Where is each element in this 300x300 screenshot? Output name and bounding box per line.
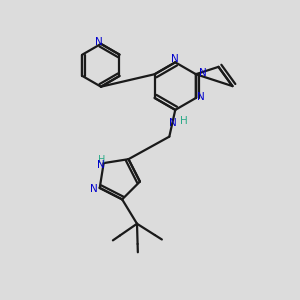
Text: N: N [98,160,105,170]
Text: N: N [199,68,206,78]
Text: H: H [180,116,188,126]
Text: N: N [90,184,98,194]
Text: N: N [197,92,205,101]
Text: H: H [98,155,105,165]
Text: N: N [95,37,103,46]
Text: N: N [171,54,178,64]
Text: N: N [169,118,177,128]
